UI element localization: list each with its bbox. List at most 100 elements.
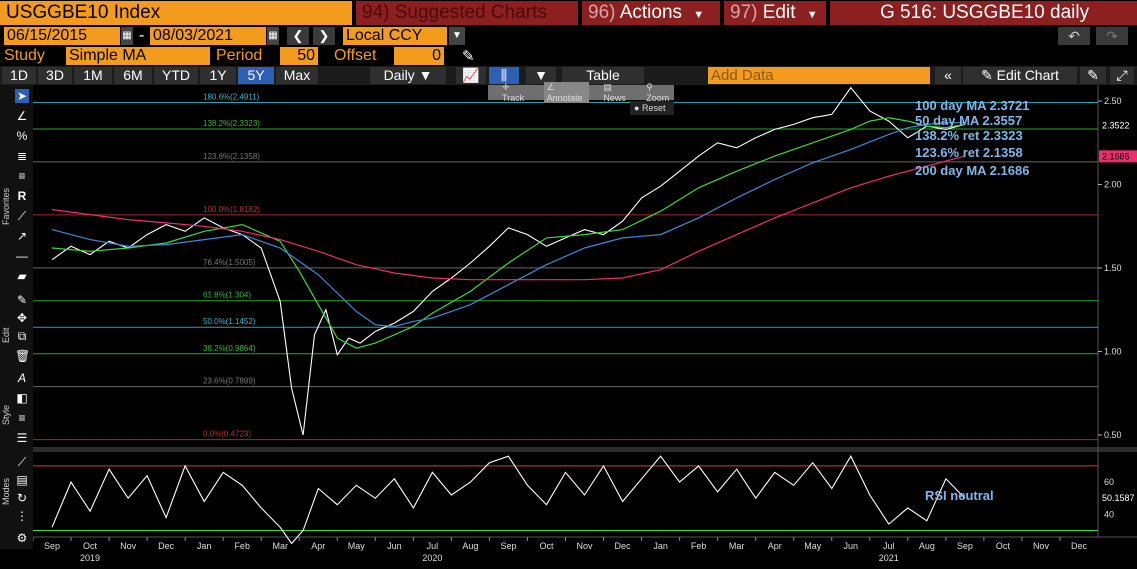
period-button-6m[interactable]: 6M [114,67,152,84]
hline-icon[interactable]: — [16,249,28,263]
last-price-label: 2.3522 [1102,121,1130,131]
period-button-5y[interactable]: 5Y [238,67,274,84]
collapse-icon[interactable]: « [935,67,961,84]
x-month-label: Mar [729,541,745,551]
reset-label: Reset [641,103,666,113]
period-input[interactable]: 50 [280,47,318,65]
start-date-input[interactable]: 06/15/2015 [4,27,120,45]
edit-icon[interactable]: ✎ [16,293,28,307]
period-button-ytd[interactable]: YTD [154,67,198,84]
price-tick-label: 1.50 [1104,263,1122,273]
rsi-annotation: RSI neutral [925,488,994,503]
currency-select[interactable]: Local CCY [343,27,447,45]
channel-icon[interactable]: ▰ [17,269,27,283]
trash-icon[interactable]: 🗑 [15,349,31,363]
end-date-input[interactable]: 08/03/2021 [150,27,266,45]
suggested-charts-button[interactable]: 94) Suggested Charts [356,1,578,25]
series-price [51,86,966,436]
track-button[interactable]: ✛ Track [502,82,525,103]
bar-chart-icon[interactable]: ⫼ [489,67,519,84]
study-type-select[interactable]: Simple MA [66,47,210,65]
redo-button[interactable]: ↷ [1096,27,1128,45]
chart-settings-icon[interactable]: ✎ [1080,67,1106,84]
chart-area[interactable]: 180.6%(2.4911) 138.2%(2.3323) 123.6%(2.135… [33,85,1137,569]
series-ma200 [51,155,966,281]
reset-button[interactable]: ● Reset [630,101,674,115]
table-button[interactable]: Table [562,67,644,84]
ruler-icon[interactable]: R [17,189,27,203]
rsi-last-label-bg [1099,491,1137,504]
price-tick-label: 1.00 [1104,346,1122,356]
edit-menu-button[interactable]: 97) Edit ▼ [724,1,826,25]
track-label: Track [502,93,525,103]
fib-label: 138.2%(2.3323) [203,119,260,128]
fib-fan-icon[interactable]: ≡ [18,169,26,183]
line-width-icon[interactable]: ☰ [16,431,28,445]
calendar-icon[interactable]: ▦ [267,27,279,45]
period-button-1y[interactable]: 1Y [200,67,236,84]
offset-label: Offset [334,47,377,64]
move-icon[interactable]: ✥ [16,311,28,325]
mode-cycle-icon[interactable]: ↻ [16,491,28,505]
x-month-label: Jun [844,541,859,551]
pencil-icon[interactable]: ✎ [462,48,475,65]
fib-label: 76.4%(1.5005) [203,258,256,267]
zoom-button[interactable]: ⚲ Zoom [646,82,670,103]
gear-icon[interactable]: ⚙ [16,531,28,545]
chart-annotation: 138.2% ret 2.3323 [915,128,1023,143]
line-draw-icon[interactable]: ∠ [16,109,28,123]
x-month-label: Feb [234,541,250,551]
fibonacci-icon[interactable]: ≣ [16,149,28,163]
news-button[interactable]: ▤ News [603,82,626,103]
copy-icon[interactable]: ⧉ [17,329,27,343]
date-separator: - [139,27,145,44]
annotate-button[interactable]: ∠ Annotate [543,82,590,103]
offset-input[interactable]: 0 [394,47,444,65]
actions-menu-button[interactable]: 96) Actions ▼ [582,1,720,25]
x-month-label: Jun [387,541,402,551]
rsi-tick-label: 60 [1104,477,1114,487]
actions-num: 96) [588,2,616,23]
cursor-icon[interactable]: ➤ [15,89,29,103]
mode-line-icon[interactable]: ⟋ [17,455,27,469]
trendline-icon[interactable]: ⟋ [17,209,27,223]
news-label: News [603,93,626,103]
add-data-input[interactable]: Add Data [708,67,930,84]
x-month-label: Dec [615,541,632,551]
color-icon[interactable]: ◧ [16,391,28,405]
actions-label: Actions [619,2,683,23]
period-button-max[interactable]: Max [276,67,318,84]
ticker-field[interactable]: USGGBE10 Index [0,1,352,25]
line-style-icon[interactable]: ≡ [18,411,26,425]
window-title: G 516: USGGBE10 daily [830,1,1137,25]
x-month-label: Jan [653,541,668,551]
period-button-1m[interactable]: 1M [74,67,112,84]
percent-icon[interactable]: % [16,129,28,143]
x-month-label: Dec [158,541,175,551]
ray-icon[interactable]: ↗ [16,229,28,243]
text-icon[interactable]: A [17,371,26,385]
period-button-3d[interactable]: 3D [38,67,72,84]
annotate-label: Annotate [546,93,583,103]
chevron-down-icon[interactable]: ▼ [526,67,556,84]
undo-button[interactable]: ↶ [1058,27,1090,45]
next-range-button[interactable]: ❯ [313,27,335,45]
chart-toolbar: 1D 3D 1M 6M YTD 1Y 5Y Max Daily ▼ 📈 ⫼ ▼ Table Add Dat… [0,66,1137,85]
frequency-select[interactable]: Daily ▼ [370,67,446,84]
prev-range-button[interactable]: ❮ [287,27,309,45]
chart-annotation: 100 day MA 2.3721 [915,98,1029,113]
modes-label: Modes [1,477,11,505]
period-button-1d[interactable]: 1D [2,67,36,84]
x-month-label: Nov [120,541,137,551]
expand-icon[interactable]: ⤢ [1110,67,1134,84]
x-month-label: Apr [311,541,325,551]
x-month-label: Jan [197,541,212,551]
panel-divider [33,447,1137,452]
edit-chart-button[interactable]: ✎ Edit Chart [963,67,1077,84]
line-chart-icon[interactable]: 📈 [456,67,486,84]
calendar-icon[interactable]: ▦ [121,27,133,45]
mode-bar-icon[interactable]: ▤ [16,473,28,487]
chart-annotation: 50 day MA 2.3557 [915,113,1022,128]
mode-dots-icon[interactable]: ⋮ [16,509,28,523]
chevron-down-icon[interactable]: ▼ [449,27,465,45]
